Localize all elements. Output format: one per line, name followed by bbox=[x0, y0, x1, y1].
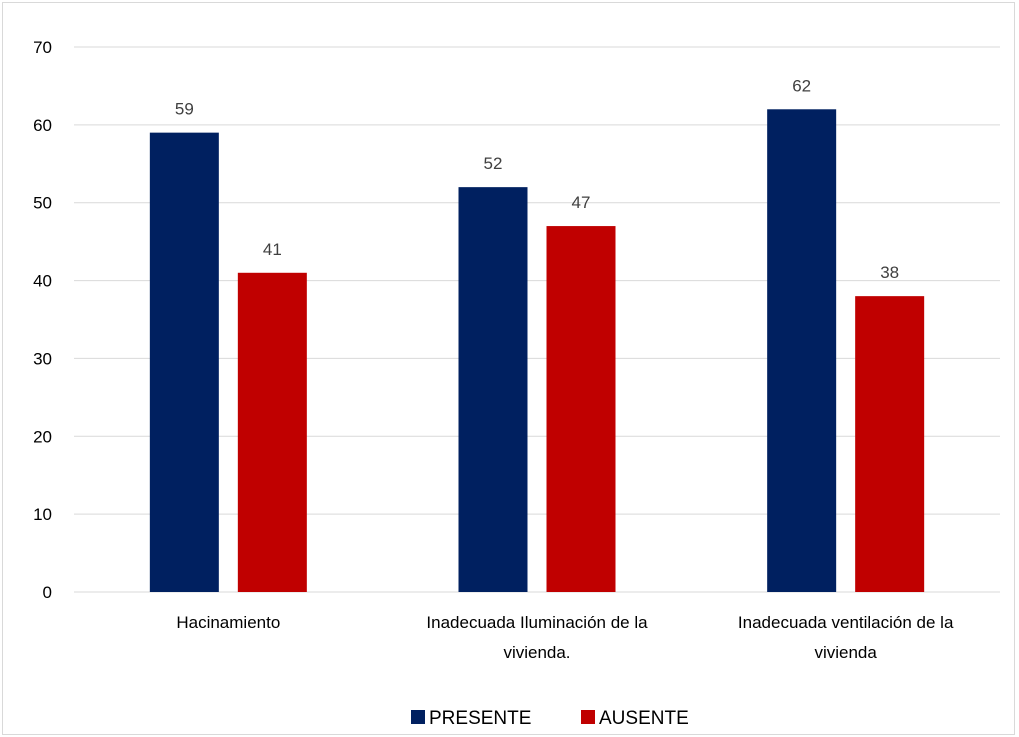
y-tick-label: 60 bbox=[33, 116, 52, 135]
data-label: 47 bbox=[572, 193, 591, 212]
data-label: 38 bbox=[880, 263, 899, 282]
bar-presente bbox=[458, 187, 528, 592]
data-label: 62 bbox=[792, 76, 811, 95]
bar-ausente bbox=[546, 226, 616, 593]
x-category-label: vivienda. bbox=[503, 643, 570, 662]
x-category-label: Inadecuada ventilación de la bbox=[738, 613, 954, 632]
bar-ausente bbox=[855, 296, 925, 592]
y-tick-label: 10 bbox=[33, 505, 52, 524]
bar-ausente bbox=[237, 272, 307, 592]
legend-swatch-presente bbox=[411, 710, 425, 724]
data-label: 52 bbox=[484, 154, 503, 173]
y-tick-label: 70 bbox=[33, 38, 52, 57]
y-tick-label: 40 bbox=[33, 272, 52, 291]
legend-label: AUSENTE bbox=[599, 708, 689, 729]
y-tick-label: 30 bbox=[33, 349, 52, 368]
legend-label: PRESENTE bbox=[429, 708, 531, 729]
y-tick-label: 0 bbox=[43, 583, 52, 602]
data-label: 59 bbox=[175, 100, 194, 119]
bar-presente bbox=[149, 132, 219, 592]
legend-swatch-ausente bbox=[581, 710, 595, 724]
bar-presente bbox=[767, 109, 837, 593]
x-category-label: vivienda bbox=[814, 643, 877, 662]
x-category-label: Inadecuada Iluminación de la bbox=[426, 613, 648, 632]
data-label: 41 bbox=[263, 240, 282, 259]
y-tick-label: 50 bbox=[33, 194, 52, 213]
y-tick-label: 20 bbox=[33, 427, 52, 446]
x-category-label: Hacinamiento bbox=[176, 613, 280, 632]
